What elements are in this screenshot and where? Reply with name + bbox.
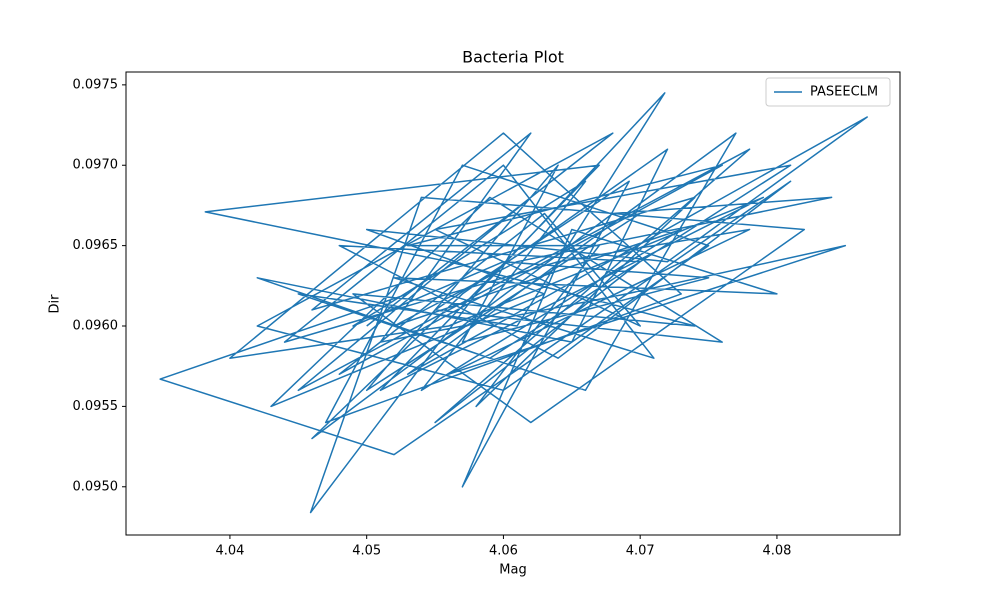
x-tick-label: 4.07 <box>626 544 655 559</box>
x-tick-label: 4.04 <box>215 544 244 559</box>
plot-frame <box>125 71 901 536</box>
x-tick-label: 4.06 <box>489 544 518 559</box>
y-tick-label: 0.0950 <box>73 479 119 494</box>
y-tick-label: 0.0955 <box>73 399 119 414</box>
legend-label: PASEECLM <box>810 85 878 100</box>
line-series <box>159 92 868 514</box>
x-tick-label: 4.05 <box>352 544 381 559</box>
x-axis-label: Mag <box>499 563 526 578</box>
chart-title: Bacteria Plot <box>462 48 564 67</box>
y-axis-label: Dir <box>48 294 63 314</box>
y-tick-label: 0.0975 <box>73 77 119 92</box>
y-tick-label: 0.0965 <box>73 238 119 253</box>
x-tick-label: 4.08 <box>762 544 791 559</box>
y-tick-label: 0.0960 <box>73 319 119 334</box>
legend-box <box>765 77 891 107</box>
y-tick-label: 0.0970 <box>73 158 119 173</box>
